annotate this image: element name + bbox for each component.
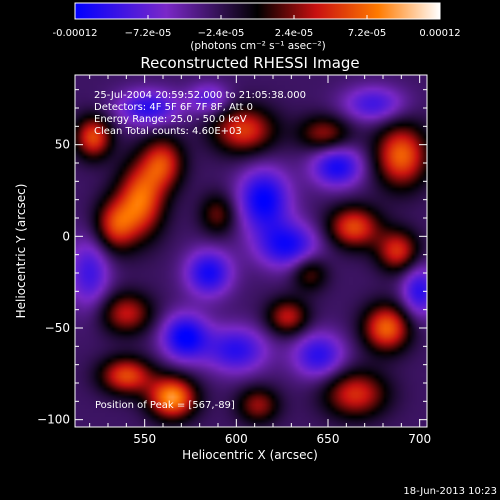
- x-tick-label: 600: [225, 432, 248, 446]
- y-axis: −100 −50 0 50: [37, 89, 427, 427]
- peak-position-label: Position of Peak = [567,-89]: [95, 400, 235, 411]
- footer-date: 18-Jun-2013 10:23: [403, 486, 497, 497]
- y-tick-label: 50: [55, 138, 70, 152]
- x-tick-label: 550: [133, 432, 156, 446]
- heatmap: [75, 75, 427, 427]
- y-tick-label: −100: [37, 413, 70, 427]
- colorbar-tick-label: -0.00012: [53, 28, 98, 39]
- colorbar-tick-label: 0.00012: [419, 28, 460, 39]
- annotation-line: Detectors: 4F 5F 6F 7F 8F, Att 0: [94, 102, 253, 113]
- annotation-line: Energy Range: 25.0 - 50.0 keV: [94, 114, 247, 125]
- colorbar-tick-label: −7.2e-05: [125, 28, 172, 39]
- x-tick-label: 650: [317, 432, 340, 446]
- annotation-line: Clean Total counts: 4.60E+03: [94, 126, 242, 137]
- x-axis-label: Heliocentric X (arcsec): [182, 448, 318, 462]
- annotations: 25-Jul-2004 20:59:52.000 to 21:05:38.000…: [94, 90, 306, 137]
- y-axis-label: Heliocentric Y (arcsec): [14, 184, 28, 319]
- colorbar-gradient: [74, 2, 441, 20]
- x-axis: 550 600 650 700: [89, 75, 431, 446]
- y-tick-label: 0: [62, 229, 70, 243]
- colorbar-tick-label: −2.4e-05: [198, 28, 245, 39]
- chart-title: Reconstructed RHESSI Image: [140, 54, 359, 72]
- plot-frame: [74, 74, 428, 428]
- colorbar-tick-label: 2.4e-05: [275, 28, 313, 39]
- colorbar-unit-label: (photons cm⁻² s⁻¹ asec⁻²): [190, 40, 325, 52]
- annotation-line: 25-Jul-2004 20:59:52.000 to 21:05:38.000: [94, 90, 306, 101]
- y-tick-label: −50: [45, 321, 70, 335]
- x-tick-label: 700: [408, 432, 431, 446]
- heatmap-image: [75, 75, 427, 427]
- colorbar: -0.00012 −7.2e-05 −2.4e-05 2.4e-05 7.2e-05 0.…: [53, 2, 461, 52]
- colorbar-ticks: -0.00012 −7.2e-05 −2.4e-05 2.4e-05 7.2e-05 0.…: [53, 15, 461, 39]
- colorbar-tick-label: 7.2e-05: [348, 28, 386, 39]
